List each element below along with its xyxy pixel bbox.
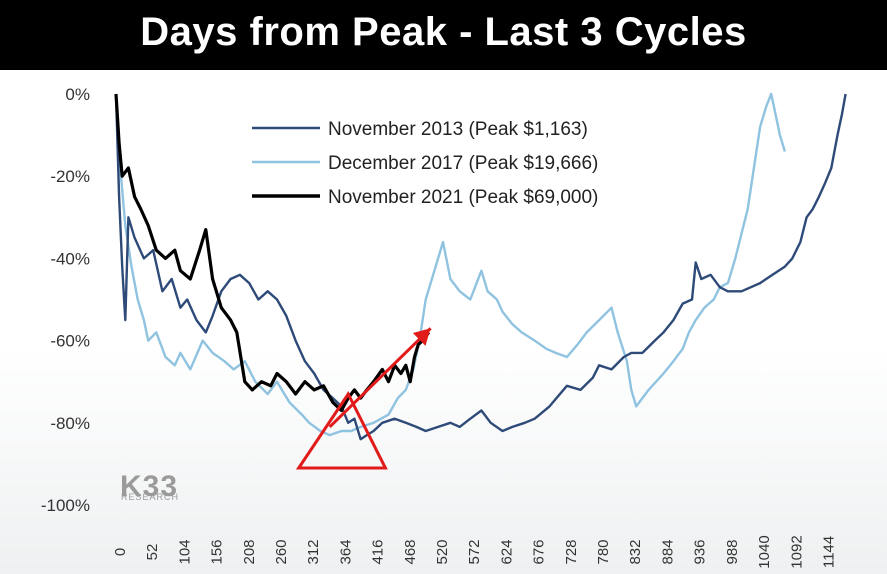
annotation-arrow-head [412, 328, 431, 346]
x-tick-label: 1040 [756, 535, 773, 568]
x-tick-label: 364 [337, 539, 354, 564]
y-tick-label: -80% [50, 414, 90, 433]
logo-main: K33 [120, 470, 178, 503]
legend-label-2: November 2021 (Peak $69,000) [328, 187, 598, 208]
y-tick-label: -20% [50, 167, 90, 186]
annotation-arrow-line [328, 327, 432, 428]
logo-sub: RESEARCH [121, 492, 179, 502]
annotations [295, 327, 432, 470]
x-tick-label: 312 [305, 539, 322, 564]
series-line-0 [114, 93, 847, 441]
x-tick-label: 468 [402, 539, 419, 564]
x-tick-label: 676 [531, 539, 548, 564]
x-tick-label: 572 [466, 539, 483, 564]
x-tick-label: 52 [144, 544, 161, 561]
x-tick-label: 728 [563, 539, 580, 564]
x-tick-label: 260 [273, 539, 290, 564]
chart-title: Days from Peak - Last 3 Cycles [140, 10, 747, 54]
series-lines [114, 92, 847, 441]
x-tick-label: 832 [627, 539, 644, 564]
series-line-2 [114, 93, 431, 413]
legend-label-1: December 2017 (Peak $19,666) [328, 153, 598, 174]
x-tick-label: 936 [692, 539, 709, 564]
annotation-triangle [295, 391, 388, 470]
y-tick-label: -60% [50, 332, 90, 351]
x-tick-label: 1144 [820, 536, 837, 568]
legend: November 2013 (Peak $1,163) December 2017… [252, 119, 598, 208]
x-tick-label: 104 [176, 539, 193, 564]
x-tick-label: 0 [112, 548, 129, 556]
k33-logo: K33 RESEARCH [120, 470, 179, 503]
x-axis: 0 52 104 156 208 260 312 364 416 468 520 572 624 676 7… [112, 535, 838, 568]
x-tick-label: 208 [241, 539, 258, 564]
x-tick-label: 624 [498, 539, 515, 564]
series-line-1 [114, 92, 787, 437]
legend-label-0: November 2013 (Peak $1,163) [328, 119, 588, 140]
y-tick-label: -100% [41, 496, 90, 515]
y-axis: 0% -20% -40% -60% -80% -100% [41, 85, 90, 515]
x-tick-label: 520 [434, 539, 451, 564]
x-tick-label: 988 [724, 539, 741, 564]
y-tick-label: 0% [65, 85, 90, 104]
x-tick-label: 884 [659, 539, 676, 564]
x-tick-label: 416 [370, 539, 387, 564]
x-tick-label: 780 [595, 539, 612, 564]
x-tick-label: 1092 [788, 535, 805, 568]
title-bar [0, 0, 887, 70]
chart-area [0, 70, 887, 574]
y-tick-label: -40% [50, 249, 90, 268]
x-tick-label: 156 [209, 539, 226, 564]
